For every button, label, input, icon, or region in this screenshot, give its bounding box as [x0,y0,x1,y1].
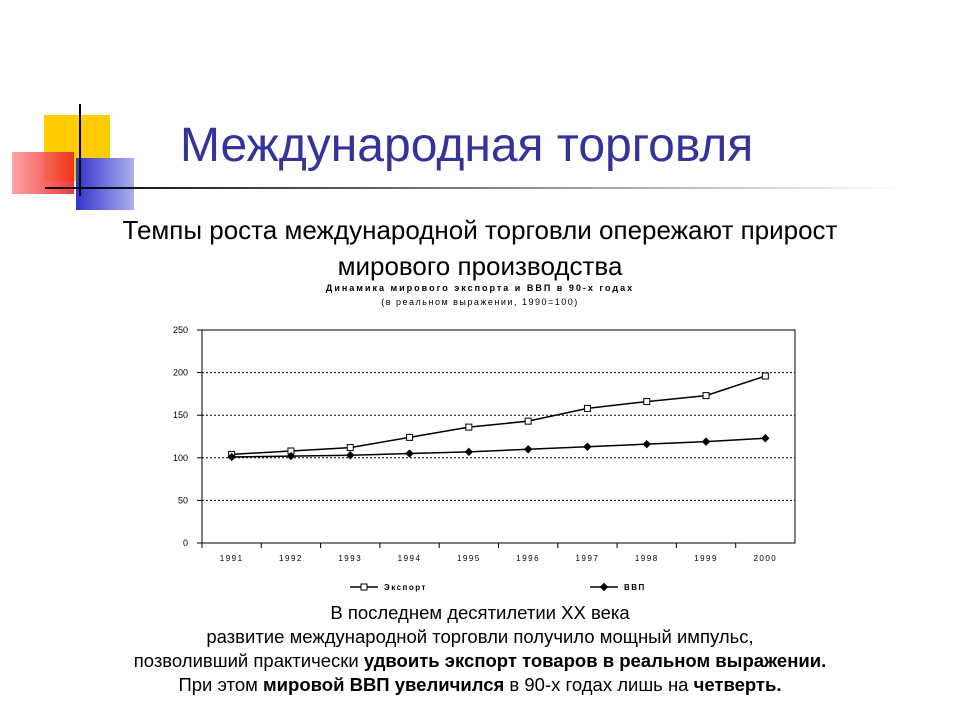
series-line [231,375,766,456]
plot-area: Динамика мирового экспорта и ВВП в 90-х … [173,283,796,592]
text-run: В последнем десятилетии XX века [330,602,630,623]
marker [642,439,651,449]
y-tick-label: 100 [173,453,188,463]
y-tick-label: 0 [183,538,188,548]
y-tick-label: 200 [173,368,188,378]
text-line: позволивший практически удвоить экспорт … [0,649,960,673]
y-tick-label: 50 [178,495,188,505]
text-line: В последнем десятилетии XX века [0,601,960,625]
marker [360,583,368,591]
text-line: развитие международной торговли получило… [0,625,960,649]
x-tick-label: 1993 [338,554,362,563]
x-tick-label: 1991 [220,554,244,563]
legend-label: ВВП [624,583,646,592]
marker [523,445,533,454]
x-tick-label: 1995 [457,554,481,563]
y-tick-label: 150 [173,410,188,420]
slide-title: Международная торговля [180,119,754,172]
x-tick-label: 1992 [279,554,303,563]
y-tick-label: 250 [173,325,188,335]
x-tick-label: 1996 [516,554,540,563]
subtitle-line: мирового производства [337,251,623,281]
text-line: При этом мировой ВВП увеличился в 90-х г… [0,673,960,697]
marker [346,451,355,460]
plot-border [201,329,796,544]
x-tick-label: 2000 [753,554,777,563]
chart-subtitle: (в реальном выражении, 1990=100) [381,297,579,307]
x-tick-label: 1997 [576,554,600,563]
subtitle-line: Темпы роста международной торговли опере… [122,215,838,245]
x-tick-label: 1998 [635,554,659,563]
marker [761,372,769,380]
text-run: позволивший практически [133,650,364,671]
marker [583,442,592,451]
x-tick-label: 1999 [694,554,718,563]
marker [464,447,474,457]
marker [702,392,710,400]
marker [643,398,651,406]
text-run: мировой ВВП увеличился [262,674,505,695]
text-run: удвоить экспорт товаров в реальном выраж… [363,650,827,671]
marker [701,437,711,446]
text-run: в 90-х годах лишь на [504,674,694,695]
x-tick-label: 1994 [398,554,422,563]
marker [465,423,473,431]
series-line [231,437,766,458]
text-run: развитие международной торговли получило… [206,626,754,647]
paragraph: В последнем десятилетии XX века развитие … [0,601,960,697]
marker [524,417,532,425]
decoration [12,104,905,210]
text-run: При этом [178,674,263,695]
slide-subtitle: Темпы роста международной торговли опере… [0,212,960,284]
marker [346,444,354,452]
marker [599,582,609,592]
marker [227,452,236,462]
text-run: четверть. [693,674,782,695]
marker [405,449,414,458]
chart-title: Динамика мирового экспорта и ВВП в 90-х … [326,283,634,293]
marker [286,451,296,461]
marker [583,404,591,412]
legend-label: Экспорт [384,583,427,592]
marker [761,433,770,443]
marker [406,433,414,441]
